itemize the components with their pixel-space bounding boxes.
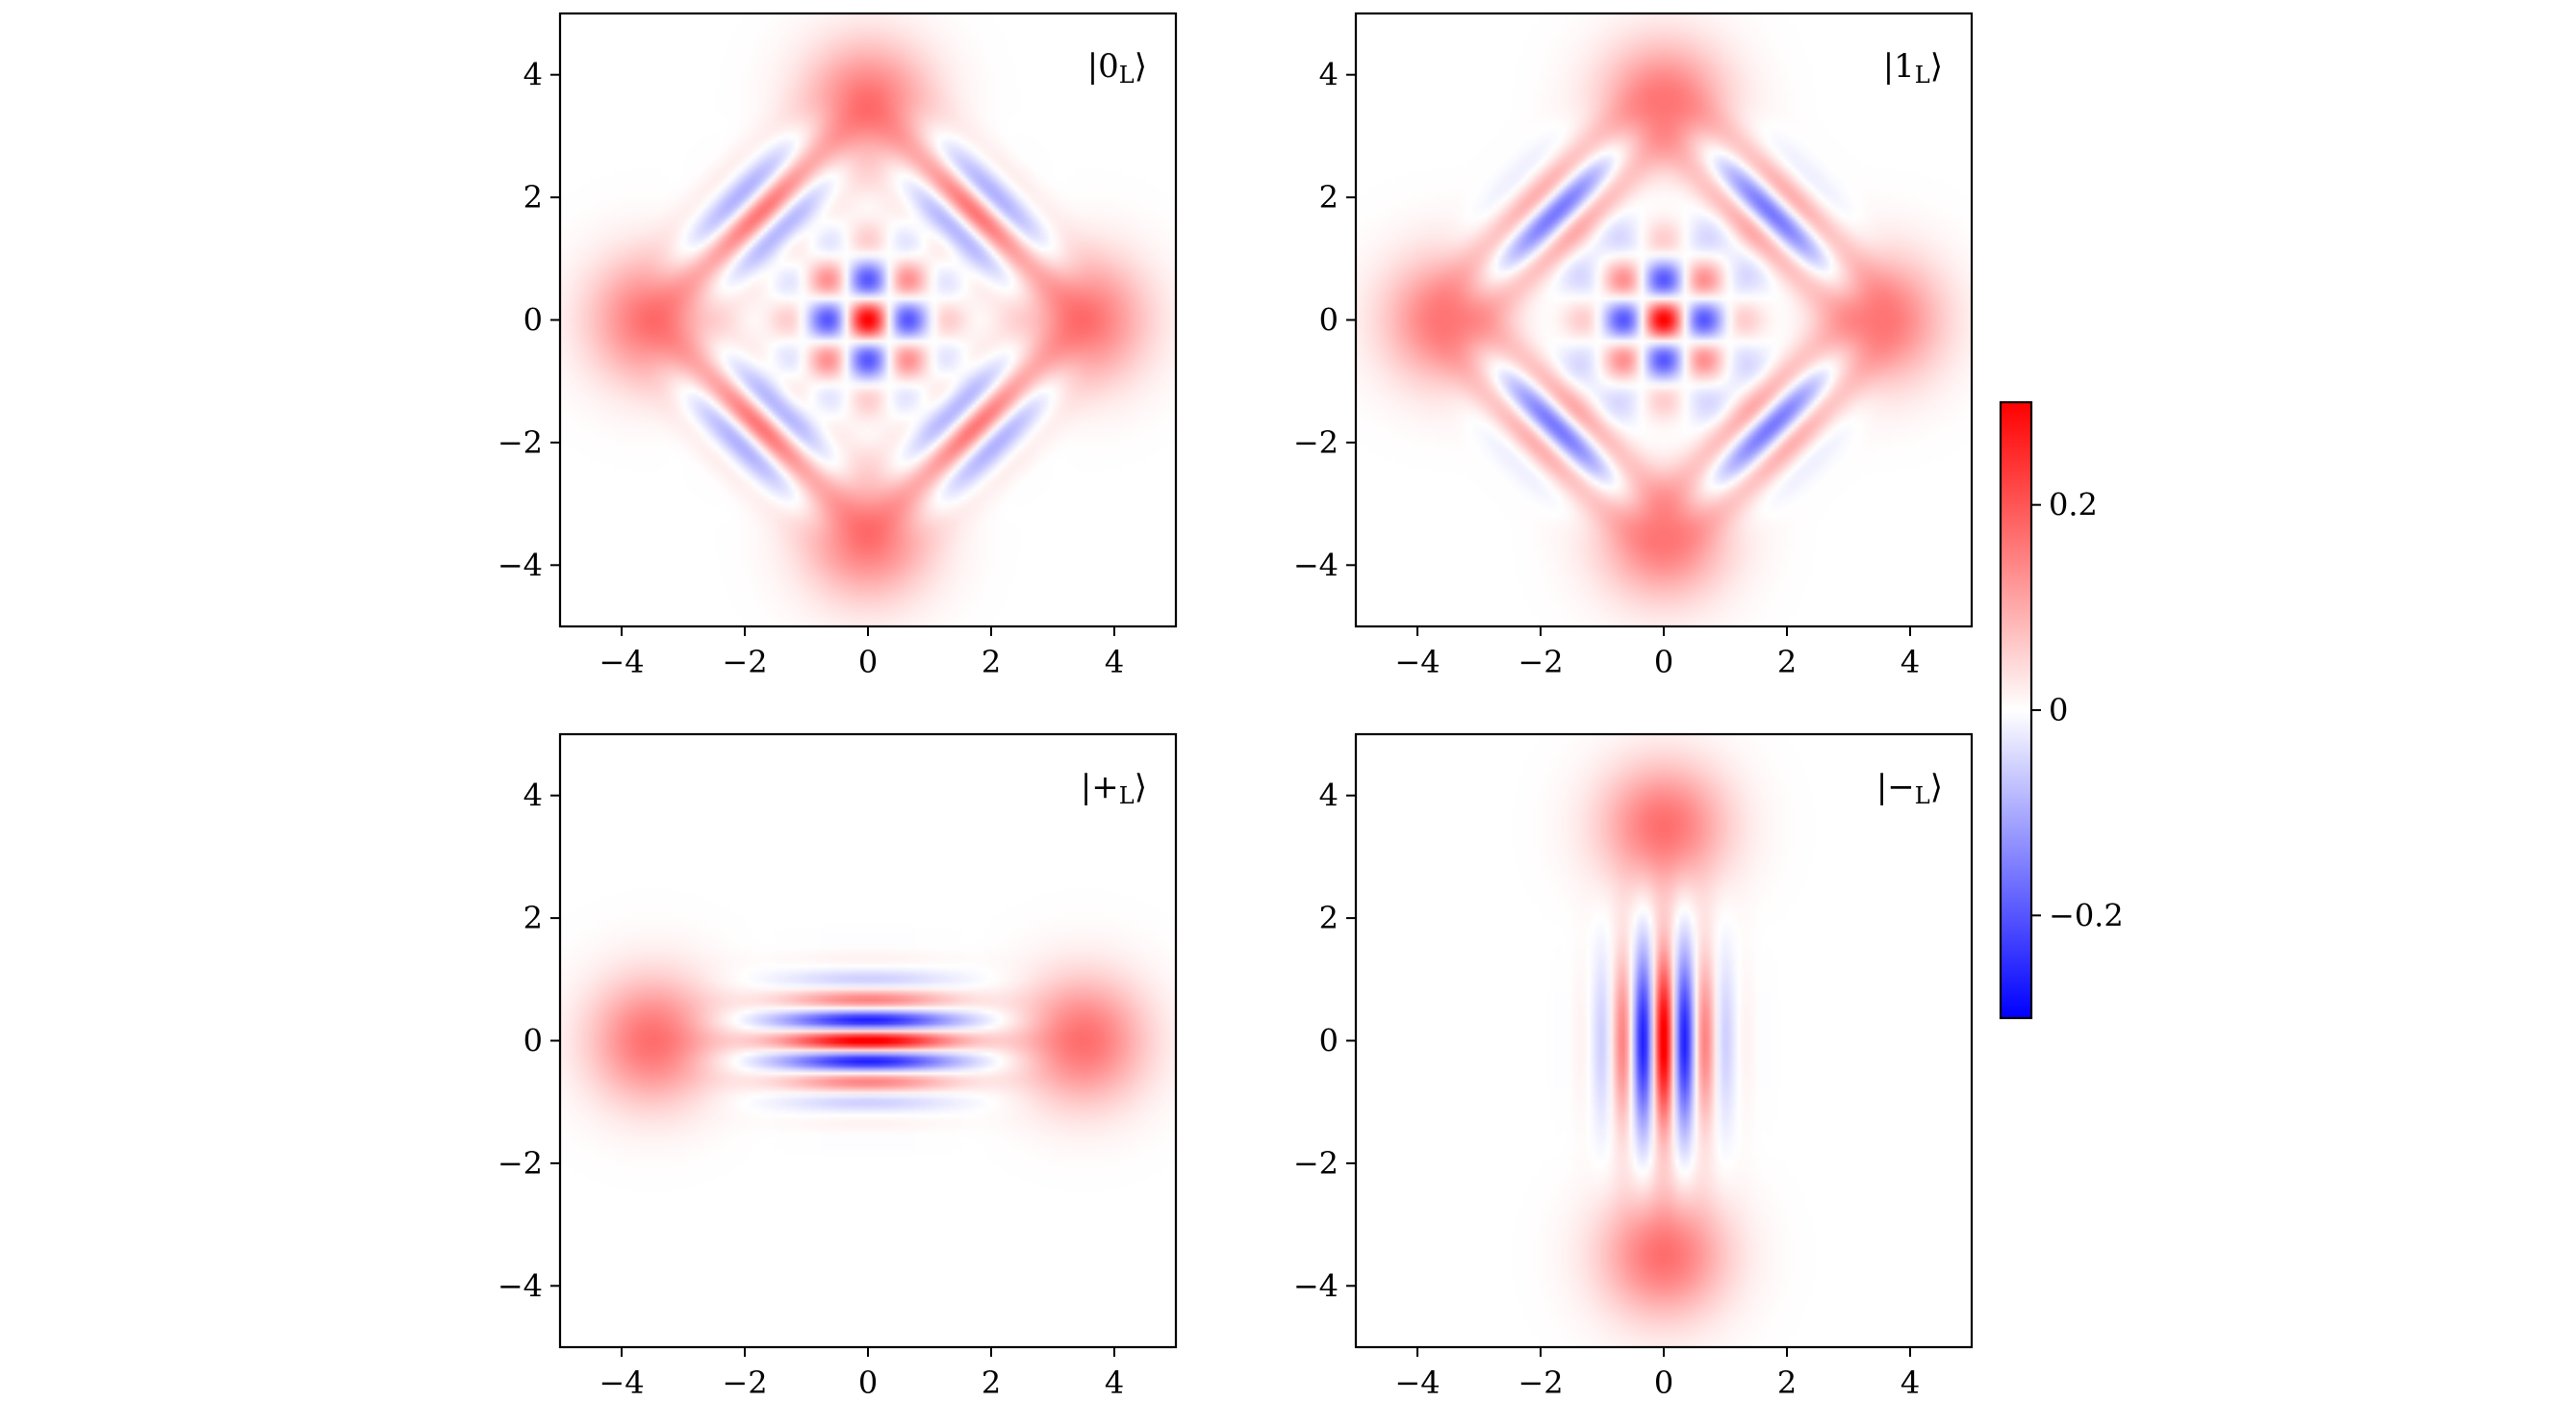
y-tick-label: 0: [1319, 302, 1339, 339]
x-tick-label: 2: [982, 644, 1001, 680]
wigner-heatmap: [560, 13, 1176, 626]
y-tick-label: −4: [1293, 547, 1339, 583]
colorbar-tick-label: 0.2: [2049, 487, 2098, 523]
colorbar: −0.2 0 0.2: [1999, 400, 2124, 1020]
wigner-heatmap: [1356, 734, 1972, 1347]
x-tick-label: −4: [599, 1364, 644, 1401]
x-tick-label: 2: [1777, 1364, 1797, 1401]
subplot-2: −4 −2 0 2 4 −4 −2 0 2 4 |1L⟩: [1293, 12, 1974, 680]
subplot-4: −4 −2 0 2 4 −4 −2 0 2 4 |−L⟩: [1293, 732, 1974, 1401]
y-tick-label: −2: [497, 1145, 543, 1182]
y-tick-label: −4: [497, 1267, 543, 1304]
state-label: |+L⟩: [1081, 768, 1147, 809]
y-tick-label: 0: [1319, 1023, 1339, 1059]
x-tick-label: −2: [722, 1364, 767, 1401]
colorbar-tick-label: 0: [2049, 692, 2068, 728]
y-tick-label: 0: [523, 1023, 543, 1059]
x-tick-label: 0: [1654, 1364, 1673, 1401]
y-tick-label: 0: [523, 302, 543, 339]
x-tick-label: −4: [599, 644, 644, 680]
y-tick-label: −2: [1293, 424, 1339, 461]
y-tick-label: 2: [1319, 179, 1339, 216]
x-tick-label: 4: [1105, 644, 1124, 680]
wigner-heatmap: [1356, 13, 1972, 626]
y-tick-label: −2: [497, 424, 543, 461]
y-tick-label: 2: [1319, 900, 1339, 936]
x-tick-label: −4: [1394, 1364, 1440, 1401]
y-tick-label: 2: [523, 179, 543, 216]
x-tick-label: 0: [858, 1364, 878, 1401]
y-tick-label: 4: [1319, 777, 1339, 814]
y-tick-label: −4: [497, 547, 543, 583]
x-tick-label: −2: [1518, 1364, 1563, 1401]
y-tick-label: 2: [523, 900, 543, 936]
y-tick-label: −2: [1293, 1145, 1339, 1182]
subplot-grid: −4 −2 0 2 4 −4 −2 0 2 4 |0L⟩ −4 −2 0 2 4 −4 −2 0 2 4 |1L⟩ −4 −2…: [497, 12, 1974, 1401]
state-label: |0L⟩: [1087, 47, 1147, 89]
x-tick-label: 4: [1900, 1364, 1920, 1401]
subplot-3: −4 −2 0 2 4 −4 −2 0 2 4 |+L⟩: [497, 732, 1178, 1401]
wigner-heatmap: [560, 734, 1176, 1347]
y-tick-label: 4: [523, 777, 543, 814]
colorbar-tick-label: −0.2: [2049, 897, 2124, 933]
x-tick-label: −2: [1518, 644, 1563, 680]
x-tick-label: 0: [858, 644, 878, 680]
subplot-1: −4 −2 0 2 4 −4 −2 0 2 4 |0L⟩: [497, 12, 1178, 680]
x-tick-label: 2: [982, 1364, 1001, 1401]
colorbar-gradient: [2001, 402, 2031, 1018]
x-tick-label: 0: [1654, 644, 1673, 680]
y-tick-label: −4: [1293, 1267, 1339, 1304]
y-tick-label: 4: [1319, 57, 1339, 93]
x-tick-label: 2: [1777, 644, 1797, 680]
x-tick-label: 4: [1105, 1364, 1124, 1401]
x-tick-label: 4: [1900, 644, 1920, 680]
y-tick-label: 4: [523, 57, 543, 93]
x-tick-label: −2: [722, 644, 767, 680]
state-label: |1L⟩: [1883, 47, 1943, 89]
state-label: |−L⟩: [1876, 768, 1943, 809]
x-tick-label: −4: [1394, 644, 1440, 680]
